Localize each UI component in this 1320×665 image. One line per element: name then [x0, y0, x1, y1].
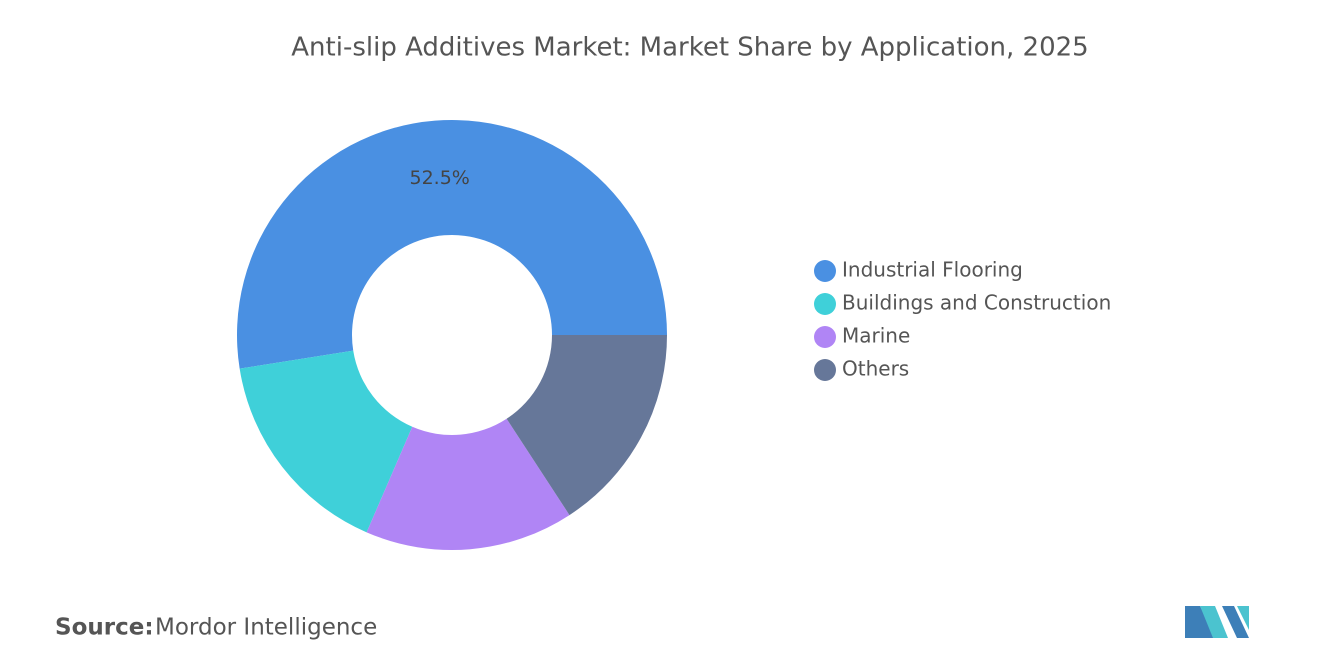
source: Mordor Intelligence	[155, 615, 377, 641]
slice	[366, 418, 570, 550]
legend-marker	[814, 293, 836, 315]
slice	[237, 120, 667, 369]
data-label: 52.5%	[410, 167, 470, 189]
legend-label: Marine	[842, 324, 910, 348]
legend-marker	[814, 326, 836, 348]
logo	[1185, 606, 1249, 638]
legend-label: Industrial Flooring	[842, 258, 1023, 282]
legend-marker	[814, 260, 836, 282]
legend-label: Buildings and Construction	[842, 291, 1111, 315]
chart-title: Anti-slip Additives Market: Market Share…	[291, 33, 1088, 63]
legend-label: Others	[842, 357, 909, 381]
slice	[239, 350, 413, 533]
slice	[506, 335, 667, 516]
legend-marker	[814, 359, 836, 381]
source-label: Source:	[55, 615, 154, 641]
